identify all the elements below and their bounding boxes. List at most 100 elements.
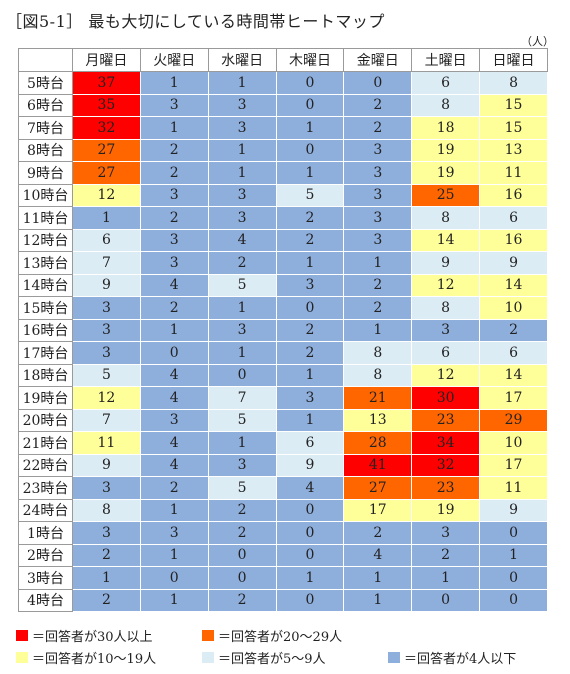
- heat-cell: 10: [479, 296, 548, 320]
- legend-swatch: [202, 630, 214, 641]
- table-row: 20時台 7 3 5 1 13 23 29: [18, 408, 548, 432]
- table-row: 11時台 1 2 3 2 3 8 6: [18, 206, 548, 230]
- heat-cell: 3: [343, 228, 413, 252]
- column-header: 日曜日: [479, 48, 548, 72]
- heat-cell: 2: [139, 138, 209, 162]
- heat-cell: 6: [411, 341, 481, 365]
- heat-cell: 2: [343, 273, 413, 297]
- heat-cell: 0: [275, 588, 345, 612]
- heat-cell: 2: [139, 476, 209, 500]
- heat-cell: 5: [275, 183, 345, 207]
- heat-cell: 2: [72, 543, 141, 567]
- heat-cell: 2: [207, 588, 277, 612]
- heat-cell: 1: [275, 251, 345, 275]
- heat-cell: 9: [479, 498, 548, 522]
- heat-cell: 1: [343, 318, 413, 342]
- heat-cell: 16: [479, 183, 548, 207]
- column-header: 木曜日: [275, 48, 345, 72]
- heat-cell: 1: [275, 161, 345, 185]
- heat-cell: 2: [207, 521, 277, 545]
- table-row: 10時台 12 3 3 5 3 25 16: [18, 183, 548, 207]
- heat-cell: 34: [411, 431, 481, 455]
- heat-cell: 23: [411, 408, 481, 432]
- header-row: 月曜日 火曜日 水曜日 木曜日 金曜日 土曜日 日曜日: [18, 48, 548, 72]
- heat-cell: 32: [411, 453, 481, 477]
- heat-cell: 3: [207, 318, 277, 342]
- heat-cell: 4: [343, 543, 413, 567]
- heat-cell: 27: [72, 138, 141, 162]
- heat-cell: 25: [411, 183, 481, 207]
- heat-cell: 17: [343, 498, 413, 522]
- heat-cell: 3: [275, 273, 345, 297]
- heat-cell: 13: [479, 138, 548, 162]
- heat-cell: 3: [343, 206, 413, 230]
- row-header: 9時台: [18, 161, 73, 185]
- heat-cell: 1: [139, 116, 209, 140]
- heat-cell: 1: [479, 543, 548, 567]
- heat-cell: 3: [139, 228, 209, 252]
- heatmap-body: 5時台 37 1 1 0 0 6 8 6時台 35 3 3 0 2 8 15 7時台 32 1 3 1 2 18 15 8時台 2…: [18, 71, 548, 612]
- row-header: 18時台: [18, 363, 73, 387]
- legend-label: ＝回答者が30人以上: [32, 630, 153, 645]
- heat-cell: 0: [207, 363, 277, 387]
- table-row: 4時台 2 1 2 0 1 0 0: [18, 588, 548, 612]
- heat-cell: 18: [411, 116, 481, 140]
- column-header: 金曜日: [343, 48, 413, 72]
- heat-cell: 2: [411, 543, 481, 567]
- heat-cell: 0: [275, 498, 345, 522]
- heat-cell: 15: [479, 93, 548, 117]
- heat-cell: 1: [275, 566, 345, 590]
- legend-item: ＝回答者が10～19人: [16, 648, 156, 667]
- heat-cell: 8: [411, 93, 481, 117]
- heat-cell: 3: [207, 116, 277, 140]
- row-header: 3時台: [18, 566, 73, 590]
- heat-cell: 3: [72, 318, 141, 342]
- heat-cell: 8: [72, 498, 141, 522]
- heat-cell: 1: [139, 588, 209, 612]
- table-row: 14時台 9 4 5 3 2 12 14: [18, 273, 548, 297]
- table-row: 8時台 27 2 1 0 3 19 13: [18, 138, 548, 162]
- table-row: 13時台 7 3 2 1 1 9 9: [18, 251, 548, 275]
- legend-item: ＝回答者が20～29人: [202, 626, 342, 645]
- heat-cell: 5: [72, 363, 141, 387]
- heat-cell: 16: [479, 228, 548, 252]
- legend-label: ＝回答者が10～19人: [32, 652, 157, 667]
- heat-cell: 3: [343, 183, 413, 207]
- heat-cell: 1: [275, 408, 345, 432]
- heat-cell: 9: [72, 453, 141, 477]
- heat-cell: 37: [72, 71, 141, 95]
- row-header: 2時台: [18, 543, 73, 567]
- heat-cell: 6: [479, 341, 548, 365]
- heat-cell: 0: [275, 296, 345, 320]
- heat-cell: 3: [72, 341, 141, 365]
- heat-cell: 6: [411, 71, 481, 95]
- heat-cell: 11: [479, 476, 548, 500]
- unit-label: （人）: [521, 35, 554, 48]
- heat-cell: 30: [411, 386, 481, 410]
- row-header: 1時台: [18, 521, 73, 545]
- table-row: 1時台 3 3 2 0 2 3 0: [18, 521, 548, 545]
- heat-cell: 3: [275, 386, 345, 410]
- heat-cell: 29: [479, 408, 548, 432]
- heat-cell: 12: [411, 363, 481, 387]
- heat-cell: 3: [72, 476, 141, 500]
- legend-swatch: [16, 652, 28, 663]
- heat-cell: 0: [343, 71, 413, 95]
- heat-cell: 23: [411, 476, 481, 500]
- heat-cell: 2: [343, 116, 413, 140]
- legend-row: ＝回答者が30人以上 ＝回答者が20～29人: [16, 626, 556, 648]
- heat-cell: 2: [343, 93, 413, 117]
- heat-cell: 1: [207, 161, 277, 185]
- legend-item: ＝回答者が5～9人: [202, 648, 326, 667]
- column-header: 水曜日: [207, 48, 277, 72]
- table-row: 19時台 12 4 7 3 21 30 17: [18, 386, 548, 410]
- heat-cell: 2: [343, 521, 413, 545]
- heat-cell: 5: [207, 273, 277, 297]
- heat-cell: 1: [275, 116, 345, 140]
- heat-cell: 0: [139, 566, 209, 590]
- heat-cell: 8: [343, 341, 413, 365]
- legend-item: ＝回答者が30人以上: [16, 626, 153, 645]
- heat-cell: 5: [207, 476, 277, 500]
- heat-cell: 7: [72, 251, 141, 275]
- heat-cell: 9: [479, 251, 548, 275]
